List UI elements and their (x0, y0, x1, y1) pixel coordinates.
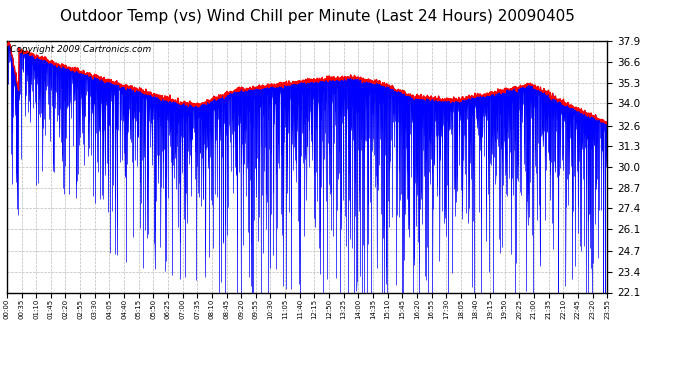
Text: Copyright 2009 Cartronics.com: Copyright 2009 Cartronics.com (10, 45, 151, 54)
Text: Outdoor Temp (vs) Wind Chill per Minute (Last 24 Hours) 20090405: Outdoor Temp (vs) Wind Chill per Minute … (60, 9, 575, 24)
